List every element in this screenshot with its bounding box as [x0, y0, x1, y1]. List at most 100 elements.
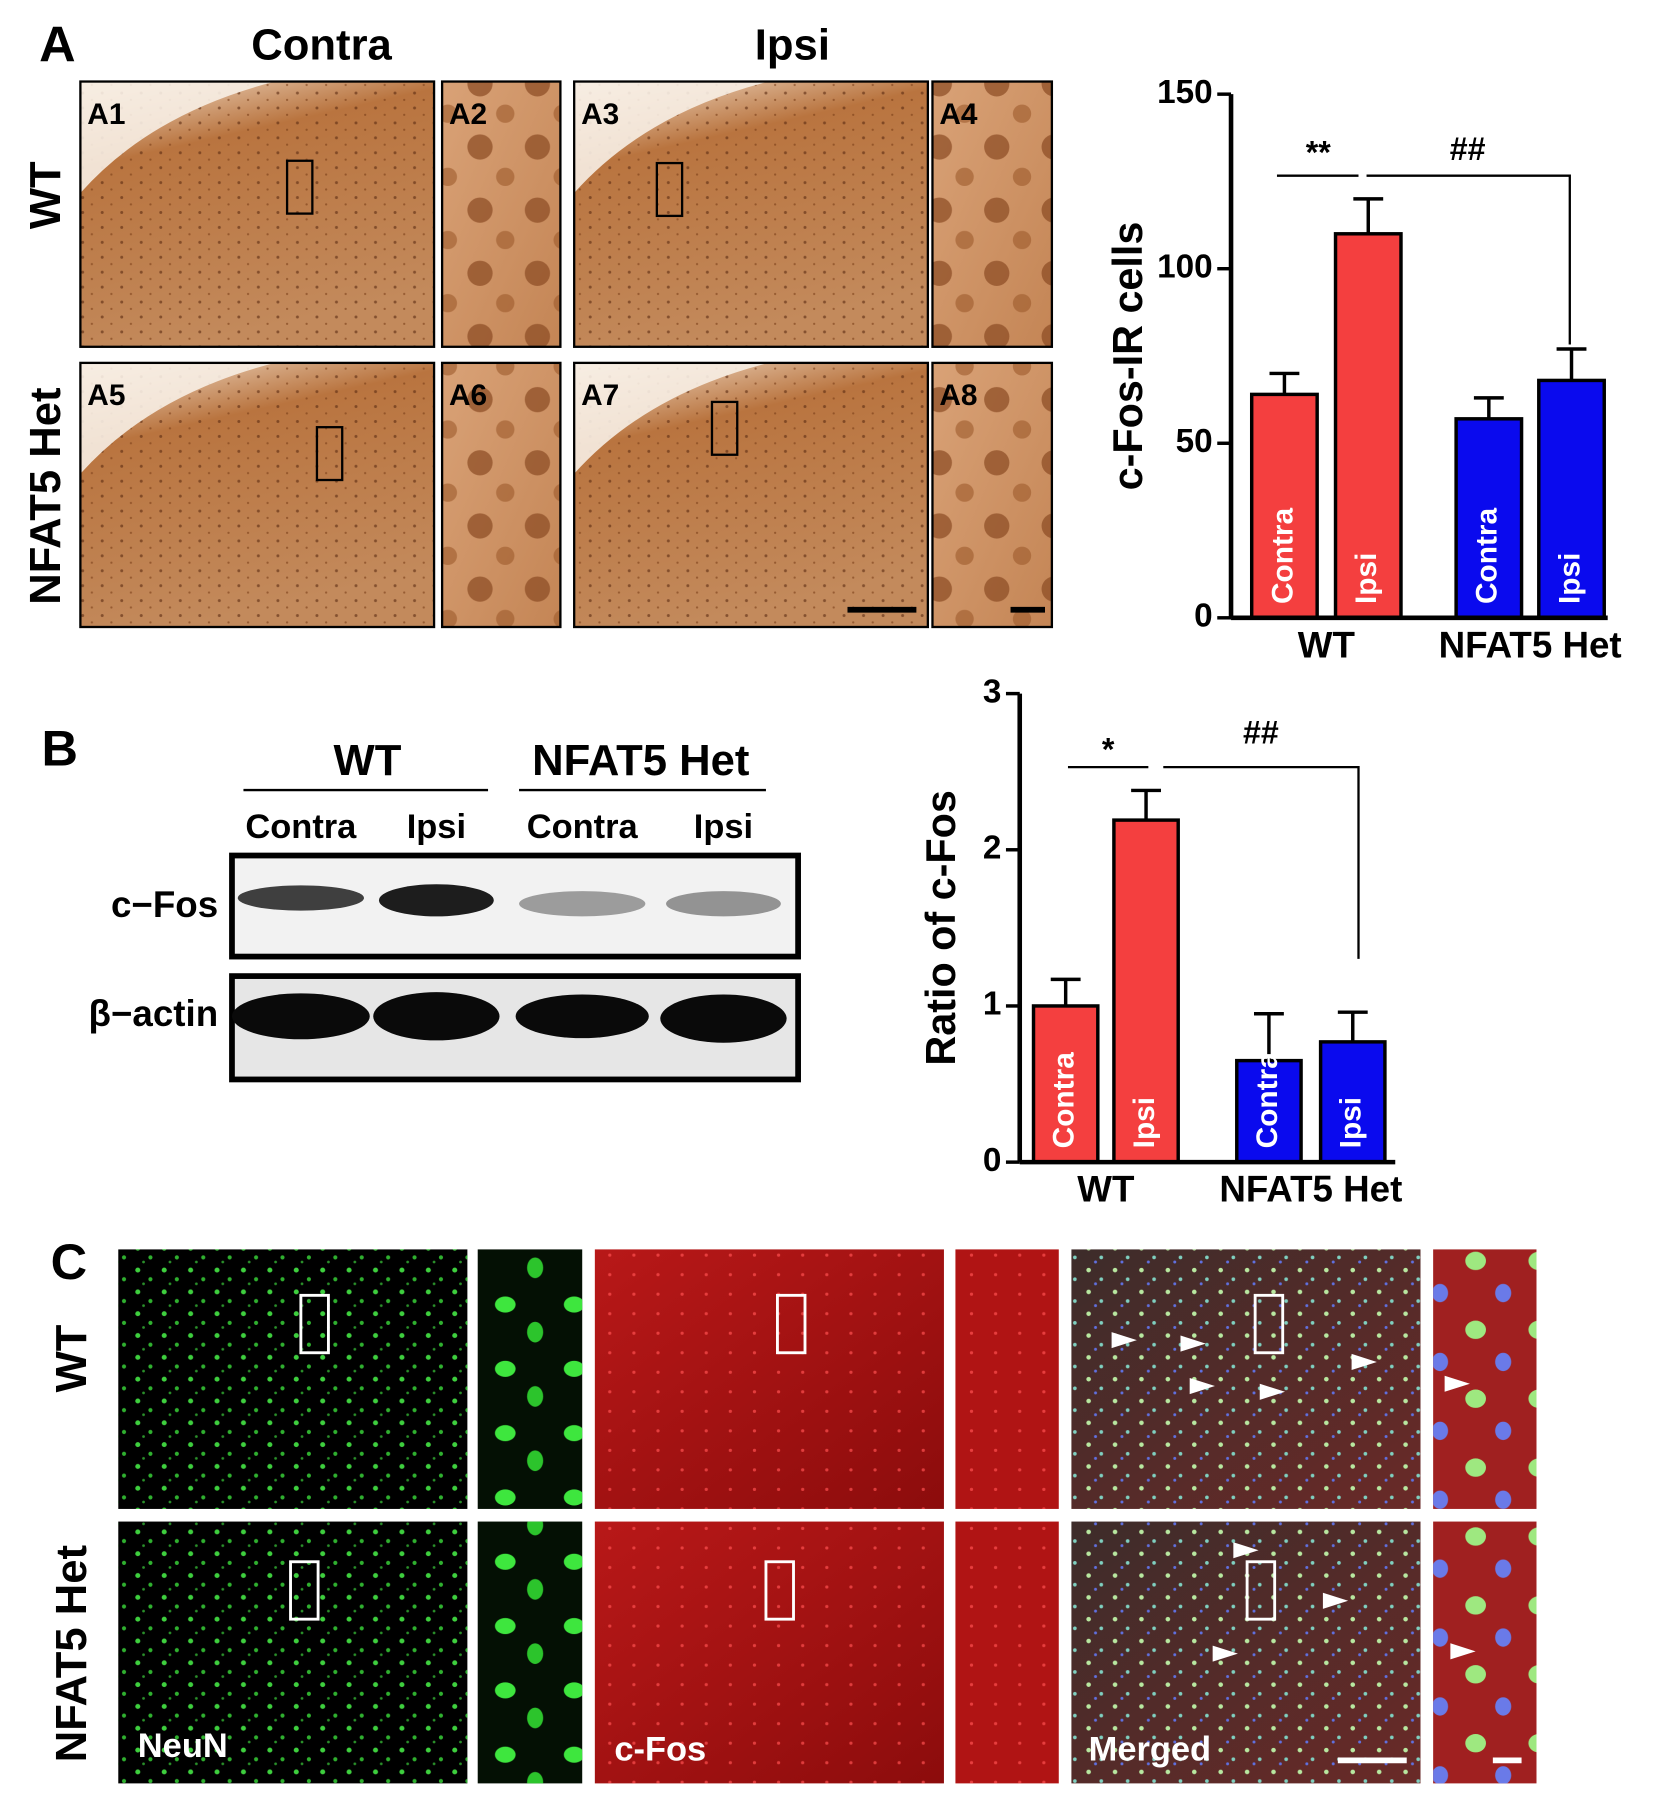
- arrowhead: [1180, 1335, 1206, 1352]
- error-bar: [1269, 371, 1300, 395]
- frame: [440, 361, 562, 629]
- texture: [477, 1249, 583, 1509]
- significance-label: **: [1306, 135, 1332, 171]
- bar: [1454, 417, 1524, 620]
- inset-box: [285, 159, 314, 215]
- texture: [1071, 1249, 1421, 1509]
- lane-label: Contra: [527, 808, 639, 846]
- texture: [594, 1521, 944, 1784]
- bar: [1333, 232, 1403, 620]
- bar: [1112, 818, 1180, 1164]
- frame: [79, 80, 436, 348]
- frame: [573, 361, 930, 629]
- arrowhead: [1233, 1542, 1259, 1559]
- lane-label: Contra: [245, 808, 357, 846]
- arrowhead: [1189, 1378, 1215, 1395]
- y-tick-label: 0: [983, 1142, 1002, 1179]
- x-tick-label: WT: [1298, 624, 1356, 665]
- error-bar: [1556, 347, 1587, 381]
- subpanel-label: A3: [581, 98, 619, 131]
- arrowhead: [1444, 1375, 1470, 1392]
- bar: [1537, 378, 1606, 620]
- significance-bracket: [1163, 765, 1360, 959]
- inset-box: [299, 1293, 330, 1355]
- significance-bracket: [1366, 174, 1571, 345]
- frame: [931, 361, 1054, 629]
- row-label: WT: [22, 161, 70, 229]
- group-label: NFAT5 Het: [532, 737, 749, 785]
- bar-label: Ipsi: [1553, 553, 1586, 604]
- inset-box: [1253, 1293, 1285, 1355]
- x-tick-label: NFAT5 Het: [1219, 1169, 1402, 1210]
- background: [80, 81, 275, 193]
- channel-label: NeuN: [138, 1727, 228, 1765]
- significance-label: ##: [1243, 714, 1279, 750]
- row-label: NFAT5 Het: [22, 387, 70, 604]
- channel-label: c-Fos: [614, 1730, 706, 1768]
- subpanel-label: A5: [87, 379, 125, 412]
- significance-label: ##: [1450, 131, 1486, 167]
- row-label: WT: [48, 1324, 96, 1392]
- x-tick-label: WT: [1077, 1169, 1135, 1210]
- frame: [79, 361, 436, 629]
- texture: [1433, 1521, 1537, 1784]
- bar: [1235, 1058, 1303, 1164]
- y-tick-label: 2: [983, 830, 1002, 867]
- y-tick-label: 3: [983, 673, 1002, 710]
- bar-label: Contra: [1471, 507, 1504, 604]
- texture: [118, 1249, 468, 1509]
- y-tick-label: 150: [1157, 74, 1213, 111]
- inset-box: [775, 1293, 807, 1355]
- lane-label: Ipsi: [407, 808, 466, 846]
- band: [231, 993, 370, 1040]
- error-bar: [1253, 1012, 1284, 1061]
- background: [574, 81, 769, 193]
- bar: [1318, 1040, 1387, 1164]
- band: [378, 884, 494, 917]
- subpanel-label: A1: [87, 98, 125, 131]
- subpanel-label: A4: [939, 98, 978, 131]
- arrowhead: [1450, 1643, 1476, 1660]
- arrowhead: [1322, 1592, 1349, 1609]
- background: [574, 362, 769, 474]
- texture: [955, 1249, 1059, 1509]
- y-tick-label: 50: [1176, 423, 1213, 460]
- bar-label: Ipsi: [1335, 1097, 1368, 1148]
- band: [373, 992, 500, 1041]
- inset-box: [710, 400, 739, 456]
- texture: [442, 81, 561, 347]
- band: [237, 885, 365, 911]
- texture: [477, 1521, 583, 1784]
- column-label: Ipsi: [755, 22, 830, 70]
- lane-label: Ipsi: [694, 808, 753, 846]
- y-axis-title: Ratio of c-Fos: [918, 790, 964, 1066]
- blot-label: c−Fos: [111, 884, 218, 925]
- blot-label: β−actin: [89, 993, 219, 1034]
- error-bar: [1131, 788, 1161, 821]
- texture: [442, 362, 561, 627]
- significance-label: *: [1102, 732, 1115, 768]
- texture: [932, 362, 1052, 627]
- arrowhead: [1111, 1332, 1137, 1349]
- bar-label: Contra: [1048, 1052, 1081, 1149]
- subpanel-label: A2: [449, 98, 487, 131]
- inset-box: [764, 1560, 795, 1621]
- band: [515, 994, 649, 1039]
- row-label: NFAT5 Het: [48, 1545, 96, 1762]
- y-axis-title: c-Fos-IR cells: [1105, 222, 1151, 491]
- texture: [932, 81, 1052, 347]
- texture: [955, 1521, 1059, 1784]
- panel-label: B: [41, 720, 77, 777]
- band: [660, 994, 787, 1043]
- frame: [440, 80, 562, 348]
- bar: [1031, 1004, 1100, 1164]
- channel-label: Merged: [1089, 1730, 1211, 1768]
- bar-label: Ipsi: [1350, 553, 1383, 604]
- frame: [573, 80, 930, 348]
- background: [80, 362, 275, 474]
- subpanel-label: A8: [939, 379, 977, 412]
- panel-label: C: [51, 1233, 87, 1290]
- subpanel-label: A6: [449, 379, 487, 412]
